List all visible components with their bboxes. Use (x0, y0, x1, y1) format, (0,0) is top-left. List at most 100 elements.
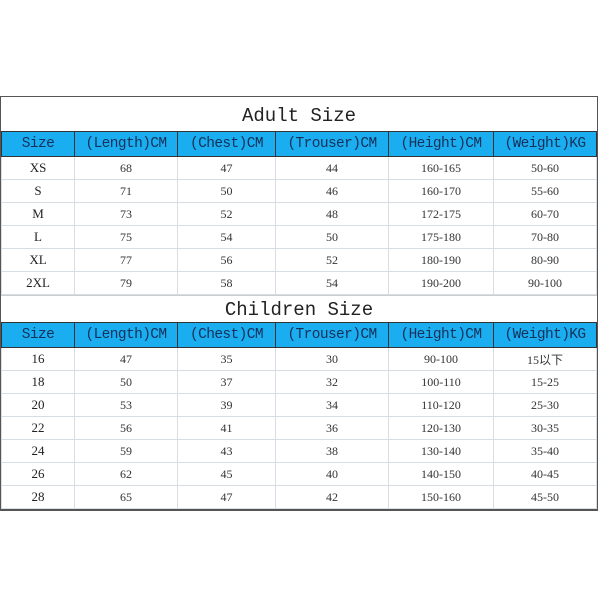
value-cell: 15-25 (493, 370, 597, 394)
value-cell: 80-90 (493, 248, 597, 272)
value-cell: 50 (74, 370, 178, 394)
value-cell: 175-180 (388, 225, 494, 249)
value-cell: 40-45 (493, 462, 597, 486)
value-cell: 52 (177, 202, 276, 226)
size-cell: 20 (1, 393, 75, 417)
value-cell: 47 (177, 156, 276, 180)
value-cell: 172-175 (388, 202, 494, 226)
table-row: 28 65 47 42 150-160 45-50 (1, 485, 597, 509)
value-cell: 110-120 (388, 393, 494, 417)
value-cell: 65 (74, 485, 178, 509)
column-header: Size (1, 322, 75, 348)
size-cell: XL (1, 248, 75, 272)
table-row: L 75 54 50 175-180 70-80 (1, 225, 597, 249)
value-cell: 90-100 (493, 271, 597, 295)
column-header: Size (1, 131, 75, 157)
value-cell: 36 (275, 416, 389, 440)
size-cell: 18 (1, 370, 75, 394)
value-cell: 180-190 (388, 248, 494, 272)
value-cell: 190-200 (388, 271, 494, 295)
value-cell: 47 (74, 347, 178, 371)
table-row: XS 68 47 44 160-165 50-60 (1, 156, 597, 180)
value-cell: 60-70 (493, 202, 597, 226)
value-cell: 150-160 (388, 485, 494, 509)
value-cell: 48 (275, 202, 389, 226)
value-cell: 79 (74, 271, 178, 295)
value-cell: 59 (74, 439, 178, 463)
value-cell: 62 (74, 462, 178, 486)
column-header: (Length)CM (74, 131, 178, 157)
size-chart: Adult Size Size (Length)CM (Chest)CM (Trous… (0, 96, 598, 511)
column-header: (Trouser)CM (275, 322, 389, 348)
size-cell: L (1, 225, 75, 249)
value-cell: 160-170 (388, 179, 494, 203)
value-cell: 54 (275, 271, 389, 295)
value-cell: 37 (177, 370, 276, 394)
column-header: (Trouser)CM (275, 131, 389, 157)
column-header: (Length)CM (74, 322, 178, 348)
value-cell: 15以下 (493, 347, 597, 371)
value-cell: 32 (275, 370, 389, 394)
value-cell: 42 (275, 485, 389, 509)
value-cell: 44 (275, 156, 389, 180)
value-cell: 56 (74, 416, 178, 440)
value-cell: 55-60 (493, 179, 597, 203)
table-row: M 73 52 48 172-175 60-70 (1, 202, 597, 226)
value-cell: 50 (177, 179, 276, 203)
size-cell: 28 (1, 485, 75, 509)
value-cell: 34 (275, 393, 389, 417)
column-header: (Weight)KG (493, 322, 597, 348)
value-cell: 130-140 (388, 439, 494, 463)
table-row: XL 77 56 52 180-190 80-90 (1, 248, 597, 272)
value-cell: 70-80 (493, 225, 597, 249)
value-cell: 30-35 (493, 416, 597, 440)
value-cell: 54 (177, 225, 276, 249)
size-cell: S (1, 179, 75, 203)
table-row: 16 47 35 30 90-100 15以下 (1, 347, 597, 371)
value-cell: 160-165 (388, 156, 494, 180)
column-header: (Weight)KG (493, 131, 597, 157)
value-cell: 58 (177, 271, 276, 295)
value-cell: 43 (177, 439, 276, 463)
value-cell: 75 (74, 225, 178, 249)
size-cell: 26 (1, 462, 75, 486)
size-cell: 16 (1, 347, 75, 371)
value-cell: 35 (177, 347, 276, 371)
table-row: 2XL 79 58 54 190-200 90-100 (1, 271, 597, 295)
table-row: 26 62 45 40 140-150 40-45 (1, 462, 597, 486)
table-row: 18 50 37 32 100-110 15-25 (1, 370, 597, 394)
value-cell: 77 (74, 248, 178, 272)
value-cell: 53 (74, 393, 178, 417)
value-cell: 39 (177, 393, 276, 417)
header-row: Size (Length)CM (Chest)CM (Trouser)CM (Heigh… (1, 322, 597, 348)
value-cell: 25-30 (493, 393, 597, 417)
table-row: 24 59 43 38 130-140 35-40 (1, 439, 597, 463)
value-cell: 30 (275, 347, 389, 371)
size-cell: 2XL (1, 271, 75, 295)
table-row: 20 53 39 34 110-120 25-30 (1, 393, 597, 417)
size-cell: 24 (1, 439, 75, 463)
value-cell: 100-110 (388, 370, 494, 394)
column-header: (Chest)CM (177, 131, 276, 157)
value-cell: 71 (74, 179, 178, 203)
value-cell: 140-150 (388, 462, 494, 486)
value-cell: 56 (177, 248, 276, 272)
value-cell: 120-130 (388, 416, 494, 440)
value-cell: 40 (275, 462, 389, 486)
value-cell: 38 (275, 439, 389, 463)
table-row: S 71 50 46 160-170 55-60 (1, 179, 597, 203)
size-cell: XS (1, 156, 75, 180)
adult-size-title: Adult Size (241, 105, 357, 127)
value-cell: 47 (177, 485, 276, 509)
table-row: 22 56 41 36 120-130 30-35 (1, 416, 597, 440)
size-cell: 22 (1, 416, 75, 440)
value-cell: 35-40 (493, 439, 597, 463)
value-cell: 50 (275, 225, 389, 249)
value-cell: 90-100 (388, 347, 494, 371)
value-cell: 46 (275, 179, 389, 203)
value-cell: 68 (74, 156, 178, 180)
value-cell: 45 (177, 462, 276, 486)
size-cell: M (1, 202, 75, 226)
value-cell: 50-60 (493, 156, 597, 180)
column-header: (Height)CM (388, 131, 494, 157)
